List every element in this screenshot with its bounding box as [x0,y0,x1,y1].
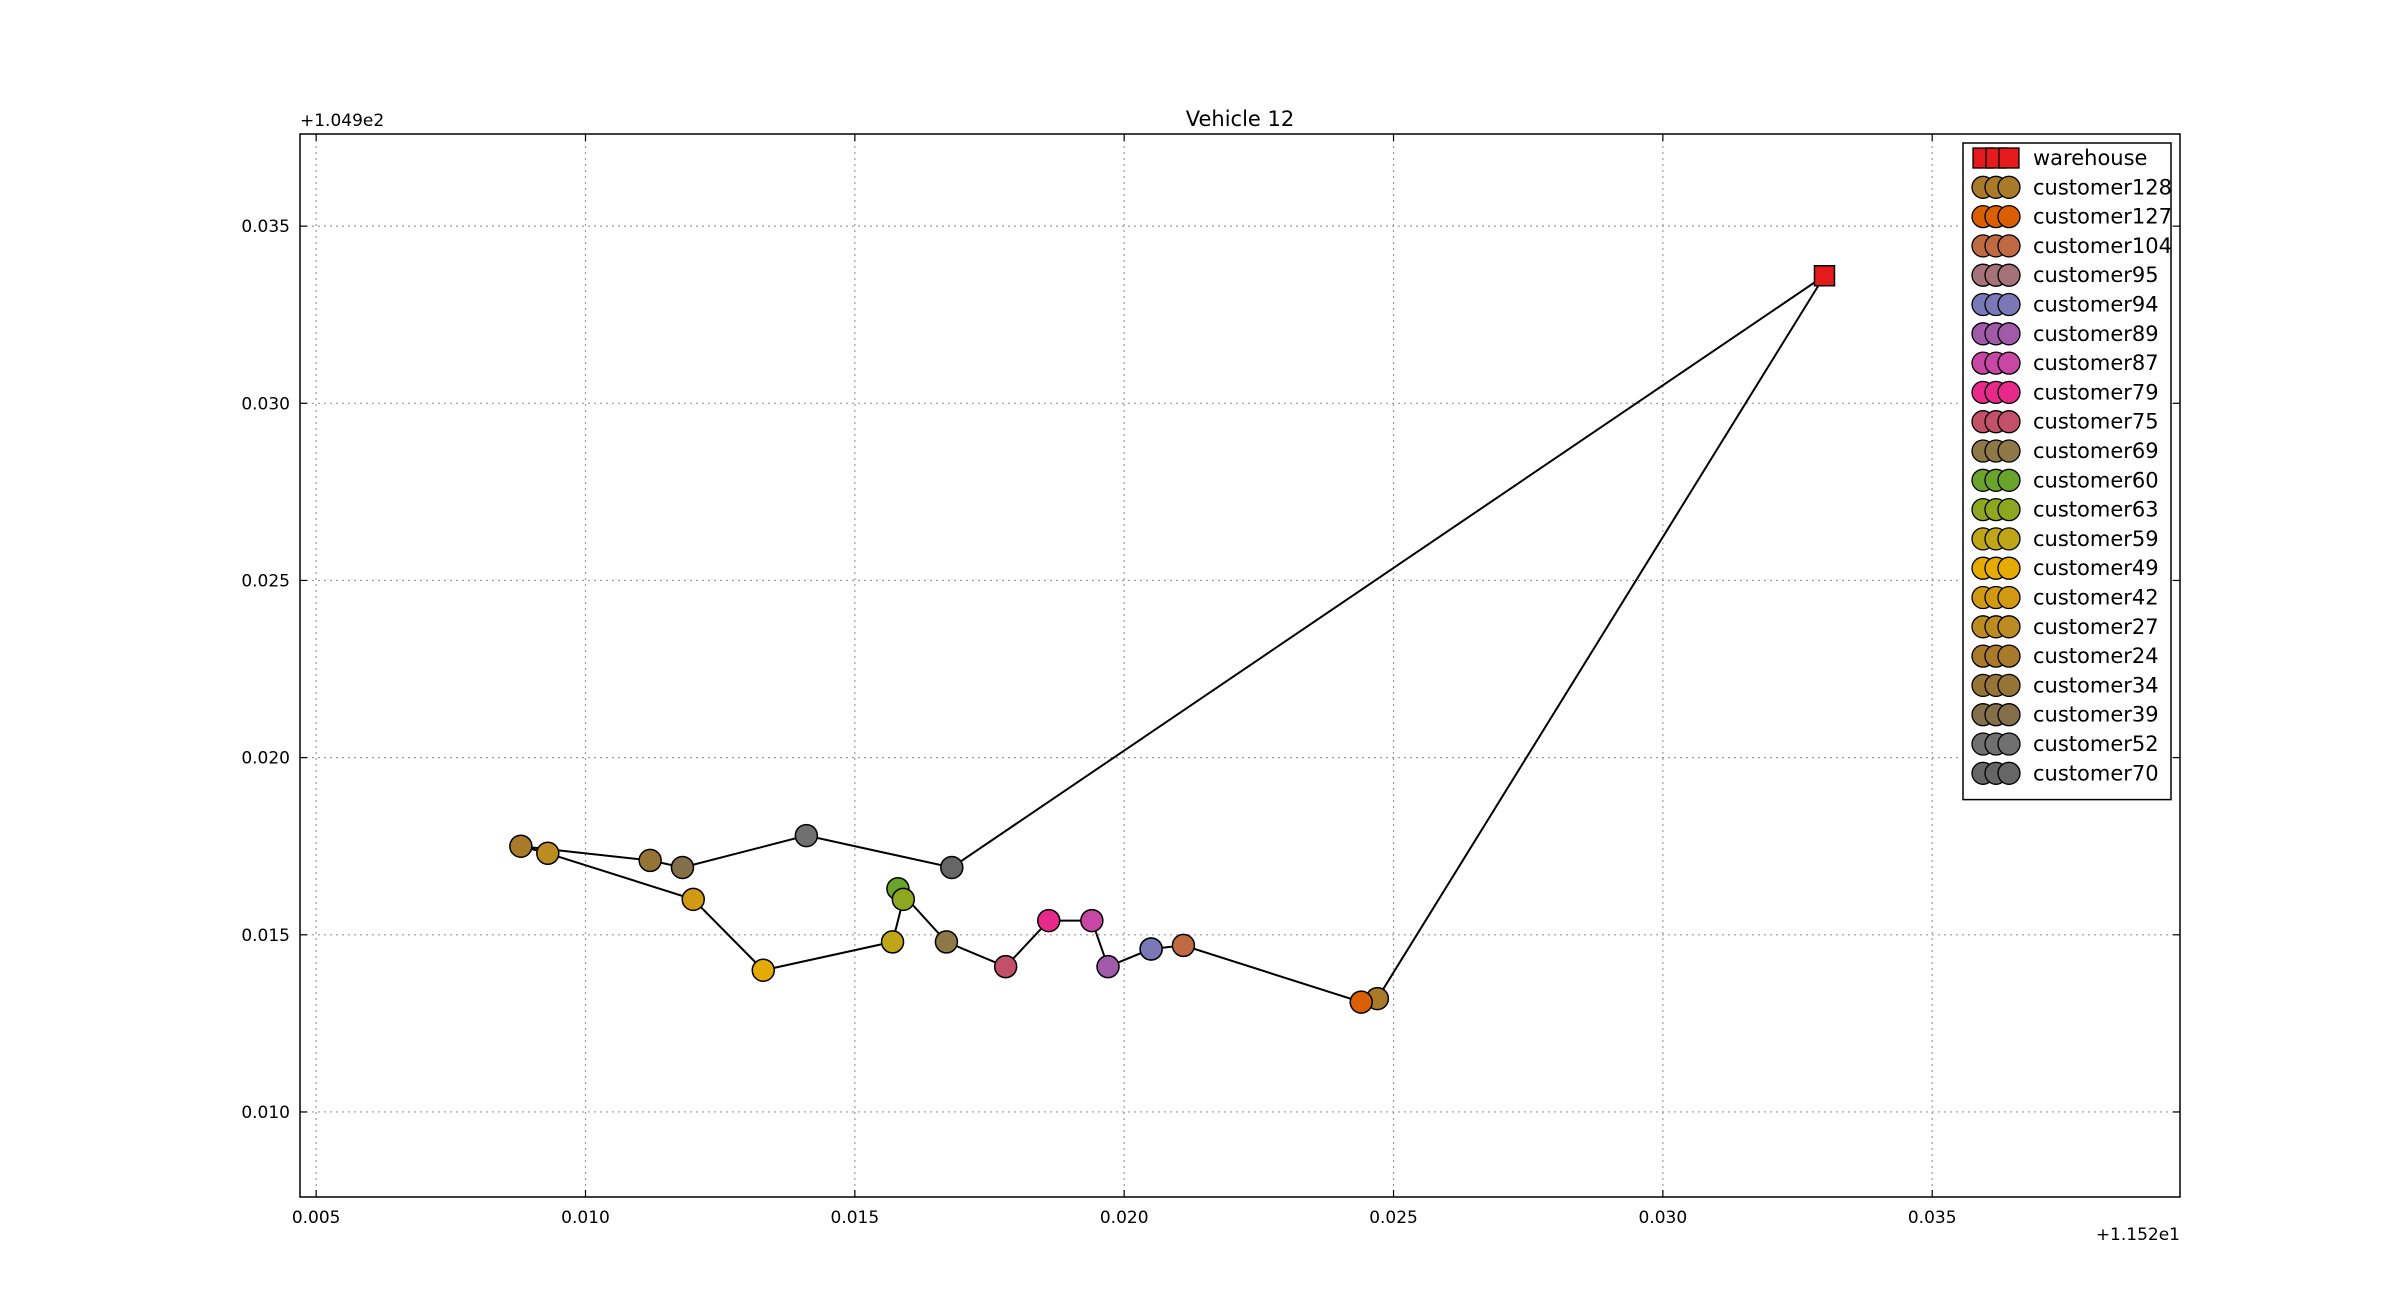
x-tick-label: 0.030 [1639,1208,1688,1228]
legend-label-customer60: customer60 [2033,468,2159,492]
point-customer49 [751,958,776,982]
plot-frame [299,133,2181,1198]
legend-marker-customer89 [1997,322,2021,346]
legend-marker-customer34 [1997,673,2021,698]
point-customer39 [670,855,695,880]
ticks-layer: 0.005 0.010 0.015 0.020 0.025 0.030 0.035 0.010… [241,134,2180,1228]
x-tick-label: 0.025 [1369,1208,1418,1228]
legend-marker-customer69 [1997,439,2021,463]
legend-label-customer39: customer39 [2033,703,2159,727]
point-customer104 [1171,933,1196,958]
legend-label-customer49: customer49 [2033,556,2159,580]
legend-marker-customer127 [1997,204,2021,229]
point-customer69 [934,930,959,954]
point-customer63 [891,887,916,912]
x-tick-label: 0.035 [1908,1208,1957,1228]
legend-marker-customer87 [1997,351,2021,375]
point-customer52 [794,823,819,848]
point-customer89 [1096,954,1120,979]
legend-label-customer34: customer34 [2033,673,2159,697]
legend-label-customer127: customer127 [2033,205,2172,229]
legend-label-customer42: customer42 [2033,586,2159,610]
legend-label-customer70: customer70 [2033,761,2159,785]
legend-label-customer87: customer87 [2033,351,2159,375]
legend-marker-customer59 [1997,527,2021,551]
y-tick-label: 0.030 [241,394,290,414]
y-tick-label: 0.035 [241,217,290,237]
legend-marker-customer52 [1997,732,2021,756]
point-customer70 [940,855,964,880]
legend-label-customer69: customer69 [2033,439,2159,463]
point-warehouse [1813,264,1836,287]
y-offset-label: +1.049e2 [300,111,384,131]
y-tick-label: 0.025 [241,571,290,591]
legend-label-customer75: customer75 [2033,410,2159,434]
x-tick-label: 0.005 [292,1208,341,1228]
legend-marker-customer42 [1997,585,2021,610]
point-customer127 [1349,990,1373,1014]
legend-label-customer63: customer63 [2033,498,2159,522]
legend-marker-customer63 [1997,497,2021,522]
point-customer34 [638,848,662,873]
legend-marker-customer60 [1997,468,2021,492]
legend-marker-customer104 [1997,234,2021,258]
point-customer79 [1037,908,1061,933]
point-customer75 [993,954,1018,979]
chart-title: Vehicle 12 [1186,107,1295,131]
legend-marker-customer128 [1997,175,2021,199]
legend-marker-customer75 [1997,410,2021,434]
legend-label-customer24: customer24 [2033,644,2159,668]
legend-marker-customer70 [1997,761,2021,785]
y-tick-label: 0.020 [241,749,290,769]
legend-marker-customer24 [1997,644,2021,668]
legend: warehouse customer128 customer127 customer1… [1962,142,2172,801]
x-tick-label: 0.020 [1100,1208,1149,1228]
y-tick-label: 0.015 [241,926,290,946]
legend-label-customer27: customer27 [2033,615,2159,639]
x-tick-label: 0.010 [561,1208,610,1228]
point-customer42 [681,887,705,912]
grid-layer [300,134,2180,1197]
legend-label-customer59: customer59 [2033,527,2159,551]
legend-label-customer128: customer128 [2033,175,2172,199]
legend-label-customer79: customer79 [2033,380,2159,404]
legend-marker-customer49 [1997,556,2021,580]
point-customer87 [1080,908,1104,933]
point-customer94 [1139,937,1163,961]
legend-marker-customer39 [1997,703,2021,727]
x-tick-label: 0.015 [831,1208,880,1228]
legend-label-customer89: customer89 [2033,322,2159,346]
legend-label-customer94: customer94 [2033,293,2159,317]
legend-marker-customer79 [1997,380,2021,405]
y-tick-label: 0.010 [241,1103,290,1123]
legend-label-customer104: customer104 [2033,234,2172,258]
point-customer27 [536,841,560,866]
legend-marker-customer27 [1997,615,2021,639]
x-offset-label: +1.152e1 [2096,1225,2180,1245]
legend-label-warehouse: warehouse [2033,146,2147,170]
legend-label-customer52: customer52 [2033,732,2159,756]
legend-marker-customer94 [1997,292,2021,317]
points-layer [509,264,1836,1014]
point-customer59 [880,930,905,954]
legend-marker-warehouse [1998,147,2020,169]
route-line [520,274,1826,1004]
legend-marker-customer95 [1997,263,2021,287]
point-customer24 [509,834,533,858]
route-layer [520,274,1826,1004]
legend-label-customer95: customer95 [2033,263,2159,287]
